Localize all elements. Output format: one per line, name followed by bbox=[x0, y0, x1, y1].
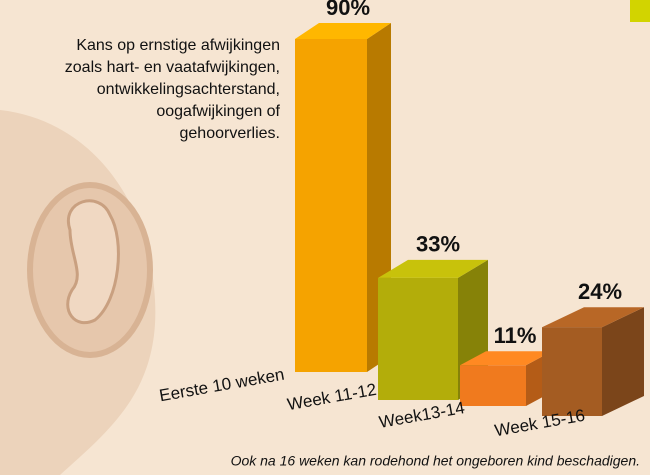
corner-mark bbox=[630, 0, 650, 22]
value-label: 90% bbox=[326, 0, 370, 20]
annotation-line: zoals hart- en vaatafwijkingen, bbox=[65, 59, 280, 76]
annotation-line: gehoorverlies. bbox=[180, 125, 281, 142]
bar bbox=[295, 39, 367, 372]
annotation-line: oogafwijkingen of bbox=[156, 103, 280, 120]
value-label: 24% bbox=[578, 279, 622, 304]
bar bbox=[460, 365, 526, 406]
bar bbox=[542, 327, 602, 416]
chart: Kans op ernstige afwijkingen zoals hart- … bbox=[0, 0, 650, 475]
annotation-line: Kans op ernstige afwijkingen bbox=[76, 37, 280, 54]
annotation-line: ontwikkelingsachterstand, bbox=[97, 81, 280, 98]
value-label: 33% bbox=[416, 232, 460, 257]
bar bbox=[378, 278, 458, 400]
footnote: Ook na 16 weken kan rodehond het ongebor… bbox=[231, 453, 640, 469]
value-label: 11% bbox=[494, 323, 537, 348]
